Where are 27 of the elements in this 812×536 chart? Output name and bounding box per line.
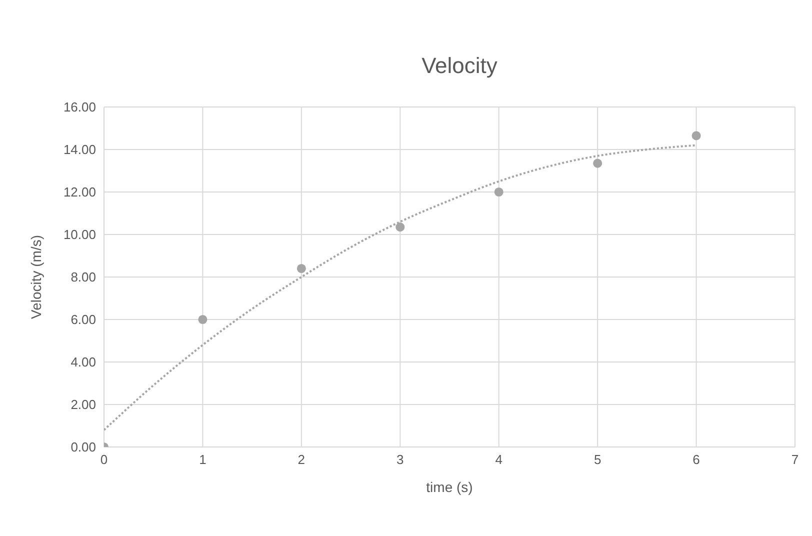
y-tick-label: 10.00: [63, 227, 96, 242]
point: [593, 158, 602, 168]
point: [396, 222, 405, 232]
x-tick-label: 3: [396, 452, 404, 468]
y-tick-label: 4.00: [70, 354, 96, 370]
x-tick-label: 6: [692, 452, 700, 468]
x-axis-title: time (s): [426, 479, 473, 495]
y-axis-title: Velocity (m/s): [28, 234, 44, 320]
point: [296, 264, 306, 274]
point: [198, 314, 208, 324]
y-tick-label: 2.00: [70, 397, 96, 412]
y-tick-label: 0.00: [70, 440, 96, 455]
y-tick-label: 6.00: [70, 312, 96, 328]
line-series: [104, 144, 698, 431]
y-tick-label: 8.00: [70, 270, 96, 285]
y-tick-label: 14.00: [63, 142, 96, 158]
y-tick-label: 12.00: [63, 184, 96, 200]
point: [692, 131, 701, 140]
x-tick-label: 5: [594, 452, 602, 468]
x-tick-label: 4: [495, 452, 502, 468]
point: [494, 187, 504, 197]
x-tick-label: 0: [100, 452, 108, 468]
chart-title: Velocity: [420, 53, 498, 79]
y-tick-label: 16.00: [63, 100, 96, 115]
x-tick-label: 1: [199, 452, 206, 468]
x-tick-label: 7: [791, 452, 799, 468]
x-tick-label: 2: [298, 452, 306, 468]
